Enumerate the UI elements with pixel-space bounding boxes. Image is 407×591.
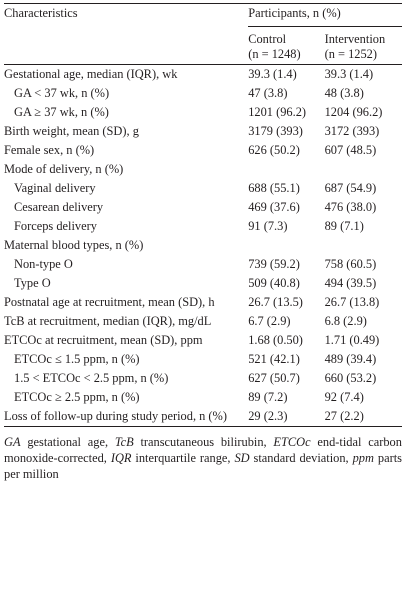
row-label: Loss of follow-up during study period, n… xyxy=(4,407,249,427)
row-label: GA ≥ 37 wk, n (%) xyxy=(14,105,109,119)
row-label: ETCOc ≤ 1.5 ppm, n (%) xyxy=(14,352,140,366)
table-row: Cesarean delivery 469 (37.6) 476 (38.0) xyxy=(4,198,402,217)
table-row: Gestational age, median (IQR), wk 39.3 (1… xyxy=(4,65,402,85)
footnote-definition: end-tidal carbon monoxide-corrected, xyxy=(4,435,402,465)
row-label: TcB at recruitment, median (IQR), mg/dL xyxy=(4,314,212,328)
cell-control: 29 (2.3) xyxy=(248,407,325,427)
table-row: Type O 509 (40.8) 494 (39.5) xyxy=(4,274,402,293)
cell-control: 521 (42.1) xyxy=(248,352,300,366)
table-row: Maternal blood types, n (%) xyxy=(4,236,402,255)
table-row: Vaginal delivery 688 (55.1) 687 (54.9) xyxy=(4,179,402,198)
cell-intervention: 27 (2.2) xyxy=(324,407,402,427)
cell-intervention: 1.71 (0.49) xyxy=(324,333,380,347)
row-label: Cesarean delivery xyxy=(14,200,104,214)
group-n: (n = 1252) xyxy=(324,47,378,61)
cell-control: 469 (37.6) xyxy=(248,200,300,214)
table-row: 1.5 < ETCOc < 2.5 ppm, n (%) 627 (50.7) 66… xyxy=(4,369,402,388)
cell-intervention: 3172 (393) xyxy=(324,124,380,138)
cell-empty xyxy=(248,236,324,255)
cell-intervention: 92 (7.4) xyxy=(324,390,364,404)
group-n: (n = 1248) xyxy=(248,47,301,61)
cell-intervention: 26.7 (13.8) xyxy=(324,295,380,309)
row-label: Gestational age, median (IQR), wk xyxy=(4,67,178,81)
row-label: Forceps delivery xyxy=(14,219,97,233)
group-name: Intervention xyxy=(324,32,386,46)
row-label: Non-type O xyxy=(14,257,73,271)
table-row: GA < 37 wk, n (%) 47 (3.8) 48 (3.8) xyxy=(4,84,402,103)
table-row: TcB at recruitment, median (IQR), mg/dL 6… xyxy=(4,312,402,331)
row-label: Type O xyxy=(14,276,51,290)
footnote-term: ETCOc xyxy=(273,435,311,449)
cell-control: 3179 (393) xyxy=(248,124,303,138)
row-label: Postnatal age at recruitment, mean (SD),… xyxy=(4,295,215,309)
cell-intervention: 758 (60.5) xyxy=(324,257,377,271)
cell-control: 47 (3.8) xyxy=(248,86,288,100)
header-participants: Participants, n (%) xyxy=(248,3,402,27)
footnote: GA gestational age, TcB transcutaneous b… xyxy=(4,434,402,482)
cell-intervention: 1204 (96.2) xyxy=(324,105,383,119)
table-row: GA ≥ 37 wk, n (%) 1201 (96.2) 1204 (96.2) xyxy=(4,103,402,122)
table-row: Birth weight, mean (SD), g 3179 (393) 3172… xyxy=(4,122,402,141)
table-wrap: Characteristics Participants, n (%) Cont… xyxy=(4,3,402,482)
table-row: Female sex, n (%) 626 (50.2) 607 (48.5) xyxy=(4,141,402,160)
footnote-definition: standard deviation, xyxy=(253,451,349,465)
row-label: Mode of delivery, n (%) xyxy=(4,162,124,176)
row-label: 1.5 < ETCOc < 2.5 ppm, n (%) xyxy=(14,371,169,385)
cell-intervention: 607 (48.5) xyxy=(324,143,377,157)
cell-control: 26.7 (13.5) xyxy=(248,295,303,309)
row-label: GA < 37 wk, n (%) xyxy=(14,86,110,100)
cell-intervention: 89 (7.1) xyxy=(324,219,364,233)
footnote-term: IQR xyxy=(110,451,132,465)
table-row: Mode of delivery, n (%) xyxy=(4,160,402,179)
cell-intervention: 6.8 (2.9) xyxy=(324,314,367,328)
footnote-term: SD xyxy=(234,451,250,465)
cell-control: 509 (40.8) xyxy=(248,276,300,290)
cell-empty xyxy=(325,236,402,255)
footnote-definition: gestational age, xyxy=(27,435,109,449)
row-label: Maternal blood types, n (%) xyxy=(4,238,144,252)
cell-intervention: 687 (54.9) xyxy=(324,181,377,195)
row-label: Female sex, n (%) xyxy=(4,143,95,157)
cell-control: 688 (55.1) xyxy=(248,181,300,195)
group-name: Control xyxy=(248,32,287,46)
table-row: ETCOc at recruitment, mean (SD), ppm 1.68… xyxy=(4,331,402,350)
footnote-term: TcB xyxy=(114,435,134,449)
footnote-term: ppm xyxy=(352,451,374,465)
cell-intervention: 48 (3.8) xyxy=(324,86,364,100)
row-label: Birth weight, mean (SD), g xyxy=(4,124,139,138)
cell-empty xyxy=(248,160,324,179)
footnote-definition: interquartile range, xyxy=(135,451,231,465)
table-row: Postnatal age at recruitment, mean (SD),… xyxy=(4,293,402,312)
table: Characteristics Participants, n (%) Cont… xyxy=(4,3,402,427)
cell-control: 626 (50.2) xyxy=(248,143,300,157)
cell-control: 627 (50.7) xyxy=(248,371,300,385)
row-label: ETCOc ≥ 2.5 ppm, n (%) xyxy=(14,390,140,404)
cell-intervention: 489 (39.4) xyxy=(324,352,377,366)
cell-control: 89 (7.2) xyxy=(248,390,288,404)
row-label: Vaginal delivery xyxy=(14,181,96,195)
cell-control: 6.7 (2.9) xyxy=(248,314,291,328)
table-row: Forceps delivery 91 (7.3) 89 (7.1) xyxy=(4,217,402,236)
cell-control: 39.3 (1.4) xyxy=(248,67,297,81)
table-row: ETCOc ≤ 1.5 ppm, n (%) 521 (42.1) 489 (39.… xyxy=(4,350,402,369)
table-row: ETCOc ≥ 2.5 ppm, n (%) 89 (7.2) 92 (7.4) xyxy=(4,388,402,407)
cell-control: 91 (7.3) xyxy=(248,219,288,233)
cell-control: 739 (59.2) xyxy=(248,257,300,271)
cell-intervention: 660 (53.2) xyxy=(324,371,377,385)
table-body: Gestational age, median (IQR), wk 39.3 (1… xyxy=(4,65,402,427)
cell-intervention: 476 (38.0) xyxy=(324,200,377,214)
row-label: ETCOc at recruitment, mean (SD), ppm xyxy=(4,333,203,347)
footnote-definition: parts per million xyxy=(4,451,402,481)
cell-intervention: 39.3 (1.4) xyxy=(324,67,374,81)
cell-intervention: 494 (39.5) xyxy=(324,276,377,290)
cell-control: 1.68 (0.50) xyxy=(248,333,303,347)
cell-control: 1201 (96.2) xyxy=(248,105,307,119)
cell-empty xyxy=(325,160,402,179)
header-characteristics: Characteristics xyxy=(4,6,78,20)
table-row: Loss of follow-up during study period, n… xyxy=(4,407,402,427)
table-row: Non-type O 739 (59.2) 758 (60.5) xyxy=(4,255,402,274)
footnote-term: GA xyxy=(4,435,21,449)
footnote-definition: transcutaneous bilirubin, xyxy=(140,435,267,449)
